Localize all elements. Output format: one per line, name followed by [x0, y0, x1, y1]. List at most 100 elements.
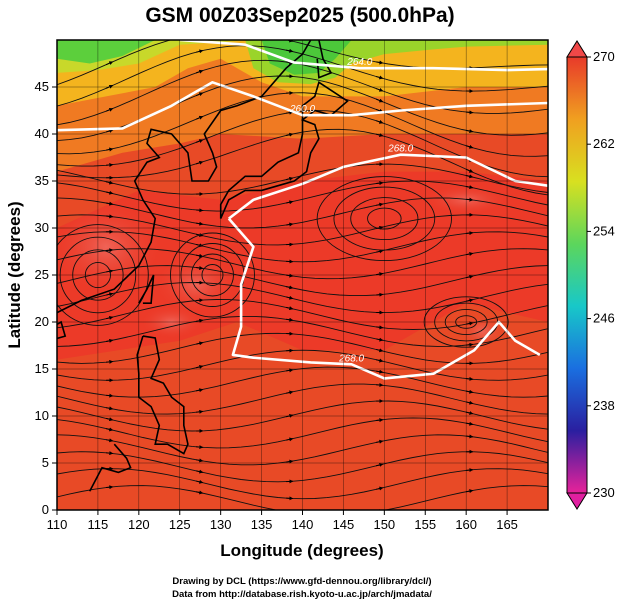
contour-268.0 — [227, 217, 541, 380]
streamline-arrow — [106, 147, 114, 152]
streamline-arrow — [466, 110, 474, 115]
streamline-arrow — [376, 337, 384, 342]
streamline-arrow — [286, 437, 294, 442]
streamline-arrow — [106, 338, 114, 343]
streamline-arrow — [466, 376, 474, 381]
streamline-arrow — [106, 485, 114, 490]
y-tick-label: 0 — [42, 502, 49, 517]
streamline-arrow — [105, 190, 114, 195]
streamline-arrow — [286, 222, 294, 227]
coastline — [57, 320, 67, 340]
streamline-arrow — [196, 208, 204, 213]
streamline-arrow — [195, 160, 204, 165]
streamline-arrow — [196, 318, 204, 323]
streamline-arrow — [376, 60, 384, 65]
streamline-arrow — [376, 75, 384, 80]
streamline-arrow — [376, 325, 384, 330]
streamline-arrow — [195, 479, 204, 484]
streamline-arrow — [376, 382, 384, 387]
streamline-arrow — [376, 292, 384, 297]
streamline-arrow — [466, 185, 474, 190]
streamline-arrow — [195, 364, 204, 369]
streamline-arrow — [106, 248, 114, 253]
streamline-arrow — [466, 489, 474, 494]
y-tick-label: 5 — [42, 455, 49, 470]
streamline-arrow — [196, 469, 204, 474]
y-axis-label: Latitude (degrees) — [5, 201, 24, 348]
streamline-arrow — [105, 417, 114, 422]
x-tick-label: 135 — [251, 517, 273, 532]
streamline-arrow — [286, 512, 293, 513]
colorbar-tick-label: 254 — [593, 223, 615, 238]
x-tick-label: 120 — [128, 517, 150, 532]
x-axis-label: Longitude (degrees) — [220, 541, 383, 560]
y-tick-label: 15 — [35, 361, 49, 376]
streamline-arrow — [106, 451, 114, 456]
streamline-arrow — [195, 139, 204, 143]
streamline-arrow — [376, 369, 384, 374]
field-green-n — [261, 40, 352, 75]
streamline-arrow — [466, 468, 474, 473]
credit-dcl: Drawing by DCL (https://www.gfd-dennou.o… — [172, 576, 431, 587]
colorbar-top-triangle — [566, 40, 588, 58]
streamline-arrow — [466, 321, 474, 326]
streamline-arrow — [286, 285, 294, 290]
streamline-arrow — [466, 342, 474, 347]
x-tick-label: 140 — [292, 517, 314, 532]
y-tick-label: 25 — [35, 267, 49, 282]
streamline-arrow — [196, 458, 204, 463]
streamline-arrow — [376, 272, 384, 277]
streamline-arrow — [105, 427, 114, 432]
streamline-arrow — [376, 463, 384, 467]
streamline-arrow — [196, 490, 204, 495]
contour-label: 264.0 — [346, 57, 372, 68]
streamline-arrow — [375, 98, 384, 103]
x-tick-label: 110 — [47, 517, 68, 532]
streamline-arrow — [466, 434, 474, 439]
y-tick-label: 20 — [35, 314, 49, 329]
colorbar-tick-label: 262 — [593, 136, 615, 151]
streamline-arrow — [286, 306, 294, 311]
y-tick-label: 35 — [35, 173, 49, 188]
x-tick-label: 115 — [88, 517, 109, 532]
streamline-arrow — [286, 390, 294, 395]
streamline-arrow — [286, 48, 294, 53]
coastline — [88, 443, 132, 492]
streamline-arrow — [465, 168, 474, 173]
credit-data: Data from http://database.rish.kyoto-u.a… — [172, 589, 432, 600]
streamline-arrow — [376, 348, 384, 353]
streamline-arrow — [105, 61, 114, 66]
x-tick-label: 160 — [455, 517, 477, 532]
contour-260.0 — [57, 81, 548, 132]
streamline-arrow — [196, 265, 204, 270]
streamline-arrow — [286, 200, 294, 205]
streamline-arrow — [376, 418, 384, 423]
streamline-arrow — [466, 129, 474, 134]
streamline-arrow — [106, 201, 114, 206]
colorbar-scale — [566, 56, 588, 494]
y-tick-label: 10 — [35, 408, 49, 423]
streamline-arrow — [466, 400, 474, 405]
streamline-arrow — [376, 202, 384, 207]
streamline-arrow — [196, 33, 203, 34]
streamline-arrow — [286, 295, 294, 300]
streamline-arrow — [195, 69, 204, 74]
streamline-arrow — [466, 389, 474, 394]
streamline-arrow — [376, 486, 384, 491]
contour-label: 268.0 — [387, 144, 413, 155]
streamline-arrow — [286, 459, 294, 464]
colorbar-tick-label: 246 — [593, 311, 615, 326]
streamline-arrow — [466, 197, 474, 202]
coastline — [316, 40, 333, 79]
streamline-arrow — [196, 409, 204, 414]
y-tick-label: 30 — [35, 220, 49, 235]
streamline-arrow — [466, 144, 474, 149]
contour-label: 260.0 — [289, 104, 315, 115]
streamline-arrow — [196, 221, 204, 226]
streamline-arrow — [195, 92, 204, 97]
streamline-arrow — [196, 445, 204, 450]
streamline-arrow — [376, 249, 384, 254]
streamline-arrow — [375, 87, 384, 92]
streamline-arrow — [105, 315, 114, 320]
